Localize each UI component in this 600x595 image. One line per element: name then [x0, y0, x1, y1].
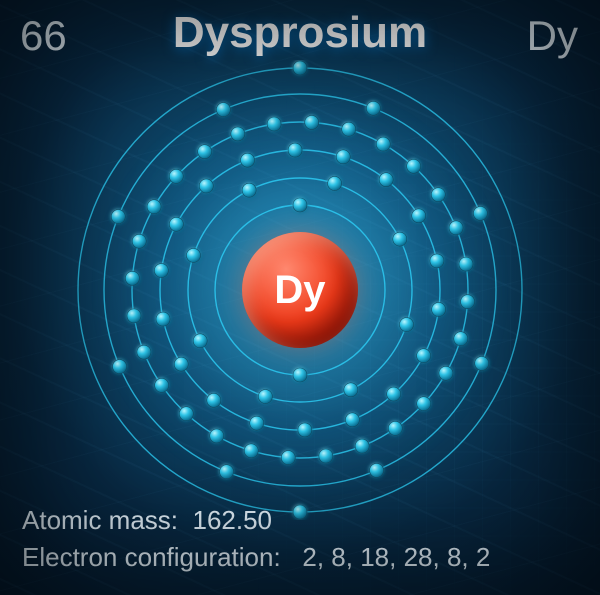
- electron: [242, 183, 256, 197]
- electron: [417, 349, 431, 363]
- electron: [376, 137, 390, 151]
- nucleus-label: Dy: [274, 268, 325, 313]
- electron: [439, 366, 453, 380]
- atom-model: Dy: [70, 60, 530, 520]
- electron: [207, 393, 221, 407]
- electron: [461, 295, 475, 309]
- electron: [475, 356, 489, 370]
- electron: [186, 248, 200, 262]
- electron: [432, 302, 446, 316]
- electron: [132, 234, 146, 248]
- electron: [220, 465, 234, 479]
- electron: [430, 254, 444, 268]
- electron: [198, 145, 212, 159]
- electron: [281, 451, 295, 465]
- electron: [288, 143, 302, 157]
- electron: [125, 271, 139, 285]
- electron: [137, 345, 151, 359]
- electron: [113, 360, 127, 374]
- electron: [400, 318, 414, 332]
- atomic-mass-row: Atomic mass: 162.50: [22, 502, 490, 540]
- electron: [412, 209, 426, 223]
- electron: [454, 332, 468, 346]
- electron: [431, 188, 445, 202]
- electron: [231, 127, 245, 141]
- electron: [258, 390, 272, 404]
- electron: [199, 179, 213, 193]
- electron: [473, 206, 487, 220]
- electron: [293, 198, 307, 212]
- electron: [370, 463, 384, 477]
- atomic-mass-label: Atomic mass:: [22, 505, 178, 535]
- electron: [319, 449, 333, 463]
- element-name: Dysprosium: [0, 8, 600, 58]
- electron: [244, 444, 258, 458]
- electron: [193, 334, 207, 348]
- electron: [387, 387, 401, 401]
- electron: [174, 357, 188, 371]
- electron: [293, 61, 307, 75]
- electron: [147, 200, 161, 214]
- electron: [179, 407, 193, 421]
- electron: [449, 221, 463, 235]
- electron-config-label: Electron configuration:: [22, 542, 281, 572]
- electron: [155, 378, 169, 392]
- electron: [407, 159, 421, 173]
- footer-info: Atomic mass: 162.50 Electron configurati…: [22, 502, 490, 577]
- electron: [345, 413, 359, 427]
- electron-config-value: 2, 8, 18, 28, 8, 2: [302, 542, 490, 572]
- element-diagram: 66 Dysprosium Dy: [0, 0, 600, 595]
- electron: [241, 153, 255, 167]
- electron: [293, 368, 307, 382]
- electron: [169, 217, 183, 231]
- electron: [342, 122, 356, 136]
- electron: [393, 232, 407, 246]
- electron: [156, 312, 170, 326]
- nucleus: Dy: [242, 232, 358, 348]
- electron: [210, 429, 224, 443]
- electron: [336, 150, 350, 164]
- electron: [355, 439, 369, 453]
- electron: [111, 210, 125, 224]
- electron: [388, 421, 402, 435]
- electron: [366, 101, 380, 115]
- electron-config-row: Electron configuration: 2, 8, 18, 28, 8,…: [22, 539, 490, 577]
- electron: [169, 169, 183, 183]
- electron: [379, 173, 393, 187]
- electron: [344, 383, 358, 397]
- electron: [298, 423, 312, 437]
- electron: [328, 176, 342, 190]
- atomic-mass-value: 162.50: [192, 505, 272, 535]
- electron: [127, 309, 141, 323]
- element-symbol: Dy: [527, 12, 578, 60]
- electron: [417, 397, 431, 411]
- electron: [154, 264, 168, 278]
- electron: [250, 416, 264, 430]
- electron: [216, 103, 230, 117]
- electron: [305, 115, 319, 129]
- electron: [459, 257, 473, 271]
- electron: [267, 117, 281, 131]
